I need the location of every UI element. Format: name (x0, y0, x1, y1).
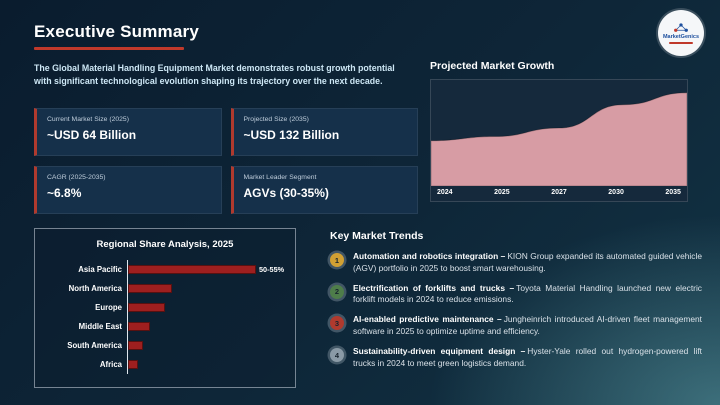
bar-track (127, 279, 287, 298)
bar-track (127, 355, 287, 374)
bar (128, 341, 143, 350)
area-series (431, 92, 687, 186)
bar-row: Asia Pacific 50-55% (43, 260, 287, 279)
trend-lead: Automation and robotics integration – (353, 251, 506, 261)
trend-number-badge: 4 (330, 348, 344, 363)
title-underline (34, 47, 184, 50)
stat-card-leader-segment: Market Leader Segment AGVs (30-35%) (230, 166, 418, 214)
bar (128, 265, 256, 274)
stat-card-cagr: CAGR (2025-2035) ~6.8% (34, 166, 222, 214)
trend-number-badge: 3 (330, 316, 344, 331)
trend-text: Electrification of forklifts and trucks … (353, 283, 702, 306)
trend-rest: Hyster-Yale rolled out hydrogen-powered … (353, 346, 702, 368)
stat-value: ~USD 64 Billion (47, 128, 137, 142)
growth-chart-title: Projected Market Growth (430, 60, 555, 72)
bar-category-label: North America (68, 284, 122, 293)
stat-label: Projected Size (2035) (243, 116, 309, 123)
stat-label: Market Leader Segment (243, 174, 317, 181)
growth-area-chart: 2024 2025 2027 2030 2035 (430, 79, 688, 202)
logo-tagline-mark (669, 41, 693, 44)
trend-lead: Electrification of forklifts and trucks … (353, 282, 515, 293)
stat-card-projected-size: Projected Size (2035) ~USD 132 Billion (230, 108, 418, 156)
bar-category-label: South America (67, 341, 122, 350)
bar-category-label: Asia Pacific (78, 265, 122, 274)
regional-share-panel: Regional Share Analysis, 2025 Asia Pacif… (34, 228, 296, 388)
trend-item-automation: 1 Automation and robotics integration – K… (330, 251, 702, 274)
trend-item-electrification: 2 Electrification of forklifts and truck… (330, 283, 702, 306)
header: Executive Summary MarketGenics (34, 10, 704, 56)
trend-rest: KION Group expanded its automated guided… (353, 251, 702, 273)
regional-bar-chart: Asia Pacific 50-55% North America Europe Mid… (43, 260, 287, 374)
stat-cards: Current Market Size (2025) ~USD 64 Billi… (34, 108, 418, 214)
stat-value: ~6.8% (47, 186, 82, 200)
page-title: Executive Summary (34, 22, 199, 41)
title-block: Executive Summary (34, 10, 199, 50)
bar (128, 303, 165, 312)
regional-share-title: Regional Share Analysis, 2025 (96, 239, 234, 250)
bar-row: South America (43, 336, 287, 355)
stat-value: AGVs (30-35%) (243, 186, 329, 200)
stat-label: CAGR (2025-2035) (47, 174, 106, 181)
projected-growth-section: Projected Market Growth 2024 2025 2027 2030… (430, 60, 688, 202)
trend-lead: AI-enabled predictive maintenance – (353, 314, 502, 325)
marketgenics-logo: MarketGenics (658, 10, 704, 56)
x-tick-label: 2025 (494, 189, 510, 196)
stat-label: Current Market Size (2025) (47, 116, 129, 123)
key-market-trends-section: Key Market Trends 1 Automation and robot… (330, 230, 702, 378)
area-chart-svg (431, 92, 687, 186)
intro-paragraph: The Global Material Handling Equipment M… (34, 63, 395, 87)
trend-item-ai-maintenance: 3 AI-enabled predictive maintenance – Jun… (330, 314, 702, 337)
x-tick-label: 2030 (608, 189, 624, 196)
bar-track: 50-55% (127, 260, 287, 279)
x-axis-labels: 2024 2025 2027 2030 2035 (431, 186, 687, 201)
bar-value-label: 50-55% (259, 265, 285, 274)
trend-rest: Toyota Material Handling launched new el… (353, 282, 702, 305)
trend-lead: Sustainability-driven equipment design – (353, 346, 526, 357)
bar-row: North America (43, 279, 287, 298)
bar-category-label: Middle East (78, 322, 122, 331)
x-tick-label: 2024 (437, 189, 453, 196)
trend-number-badge: 2 (330, 284, 344, 299)
bar-row: Europe (43, 298, 287, 317)
x-tick-label: 2027 (551, 189, 567, 196)
bar (128, 322, 151, 331)
bar-track (127, 298, 287, 317)
trend-number-badge: 1 (330, 253, 344, 267)
bar-row: Africa (43, 355, 287, 374)
trend-text: Automation and robotics integration – KIO… (353, 251, 702, 274)
x-tick-label: 2035 (665, 189, 681, 196)
bar (128, 284, 173, 293)
stat-card-current-size: Current Market Size (2025) ~USD 64 Billi… (34, 108, 222, 156)
bar-row: Middle East (43, 317, 287, 336)
logo-name: MarketGenics (662, 34, 700, 41)
bar-category-label: Europe (95, 303, 122, 312)
bar-track (127, 336, 287, 355)
trends-title: Key Market Trends (330, 230, 424, 242)
bar-category-label: Africa (99, 360, 122, 369)
trend-text: AI-enabled predictive maintenance – Jungh… (353, 314, 702, 337)
bar-track (127, 317, 287, 336)
stat-value: ~USD 132 Billion (243, 128, 340, 142)
molecule-icon (674, 23, 688, 33)
trend-text: Sustainability-driven equipment design –… (353, 346, 702, 369)
bar (128, 360, 138, 369)
trend-item-sustainability: 4 Sustainability-driven equipment design… (330, 346, 702, 369)
trend-rest: Jungheinrich introduced AI-driven fleet … (353, 314, 703, 336)
